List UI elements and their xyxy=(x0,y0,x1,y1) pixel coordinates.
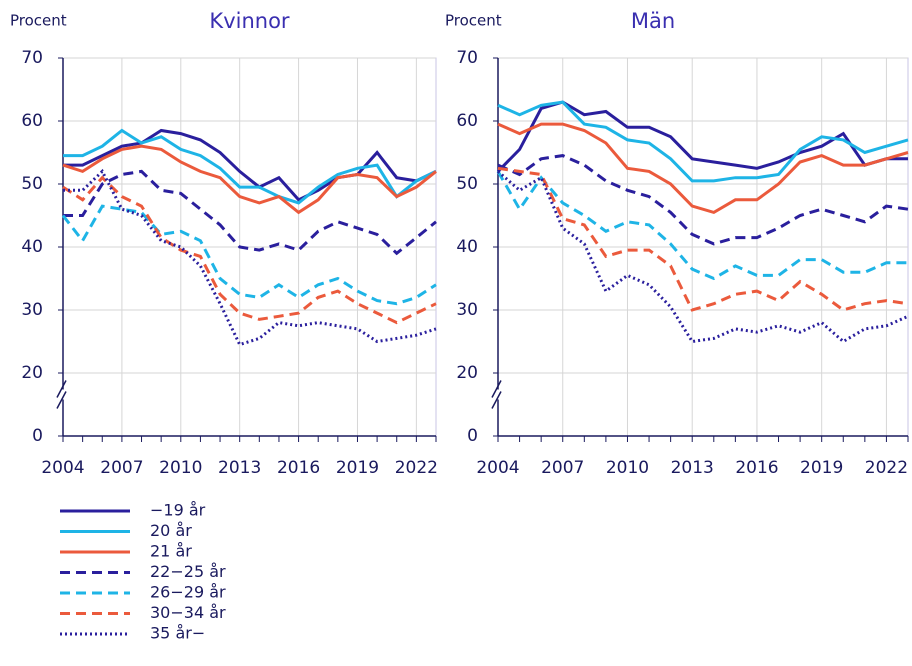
x-tick-label: 2022 xyxy=(865,458,908,478)
y-tick-label: 40 xyxy=(21,237,43,257)
series-line xyxy=(63,128,437,205)
axis-break xyxy=(491,380,502,398)
chart-title: Män xyxy=(631,9,675,33)
y-tick-label: 50 xyxy=(456,174,478,194)
series-line xyxy=(61,204,437,306)
legend-label: 35 år− xyxy=(150,624,205,643)
y-tick-label: 50 xyxy=(21,174,43,194)
y-tick-label: 30 xyxy=(456,300,478,320)
legend-label: −19 år xyxy=(150,501,206,520)
x-tick-label: 2022 xyxy=(395,458,438,478)
series-line xyxy=(497,154,909,246)
y-axis-label: Procent xyxy=(445,12,502,30)
x-tick-label: 2010 xyxy=(159,458,202,478)
y-tick-label: 20 xyxy=(21,363,43,383)
x-tick-label: 2019 xyxy=(336,458,379,478)
y-tick-label: 60 xyxy=(21,111,43,131)
x-tick-label: 2007 xyxy=(100,458,143,478)
y-tick-label: 20 xyxy=(456,363,478,383)
y-tick-label: 70 xyxy=(456,48,478,68)
y-tick-label: 40 xyxy=(456,237,478,257)
series-line xyxy=(63,128,437,202)
x-tick-label: 2013 xyxy=(218,458,261,478)
y-tick-label: 30 xyxy=(21,300,43,320)
series-line xyxy=(62,144,437,215)
legend-label: 30−34 år xyxy=(150,603,226,622)
y-axis-label: Procent xyxy=(10,12,67,30)
axis-break xyxy=(56,380,67,398)
x-tick-label: 2016 xyxy=(277,458,320,478)
x-tick-label: 2004 xyxy=(476,458,519,478)
y-tick-label: 70 xyxy=(21,48,43,68)
y-tick-label: 0 xyxy=(32,426,43,446)
x-tick-label: 2004 xyxy=(41,458,84,478)
legend-label: 26−29 år xyxy=(150,583,226,602)
series-line xyxy=(62,175,437,325)
legend-label: 20 år xyxy=(150,521,192,540)
x-tick-label: 2010 xyxy=(606,458,649,478)
series-line xyxy=(497,100,909,183)
chart-title: Kvinnor xyxy=(209,9,290,33)
series-line xyxy=(496,170,908,281)
series-line xyxy=(496,100,908,173)
axis-break-gap xyxy=(492,389,504,400)
series-line xyxy=(497,166,909,312)
series-line xyxy=(497,170,909,344)
axis-break-gap xyxy=(57,389,69,400)
legend-label: 22−25 år xyxy=(150,562,226,581)
series-line xyxy=(63,168,437,347)
y-tick-label: 0 xyxy=(467,426,478,446)
axis-break xyxy=(56,391,67,409)
y-tick-label: 60 xyxy=(456,111,478,131)
legend-label: 21 år xyxy=(150,542,192,561)
x-tick-label: 2019 xyxy=(800,458,843,478)
series-line xyxy=(497,122,909,215)
x-tick-label: 2007 xyxy=(541,458,584,478)
series-line xyxy=(63,169,437,256)
x-tick-label: 2013 xyxy=(671,458,714,478)
axis-break xyxy=(491,391,502,409)
x-tick-label: 2016 xyxy=(735,458,778,478)
